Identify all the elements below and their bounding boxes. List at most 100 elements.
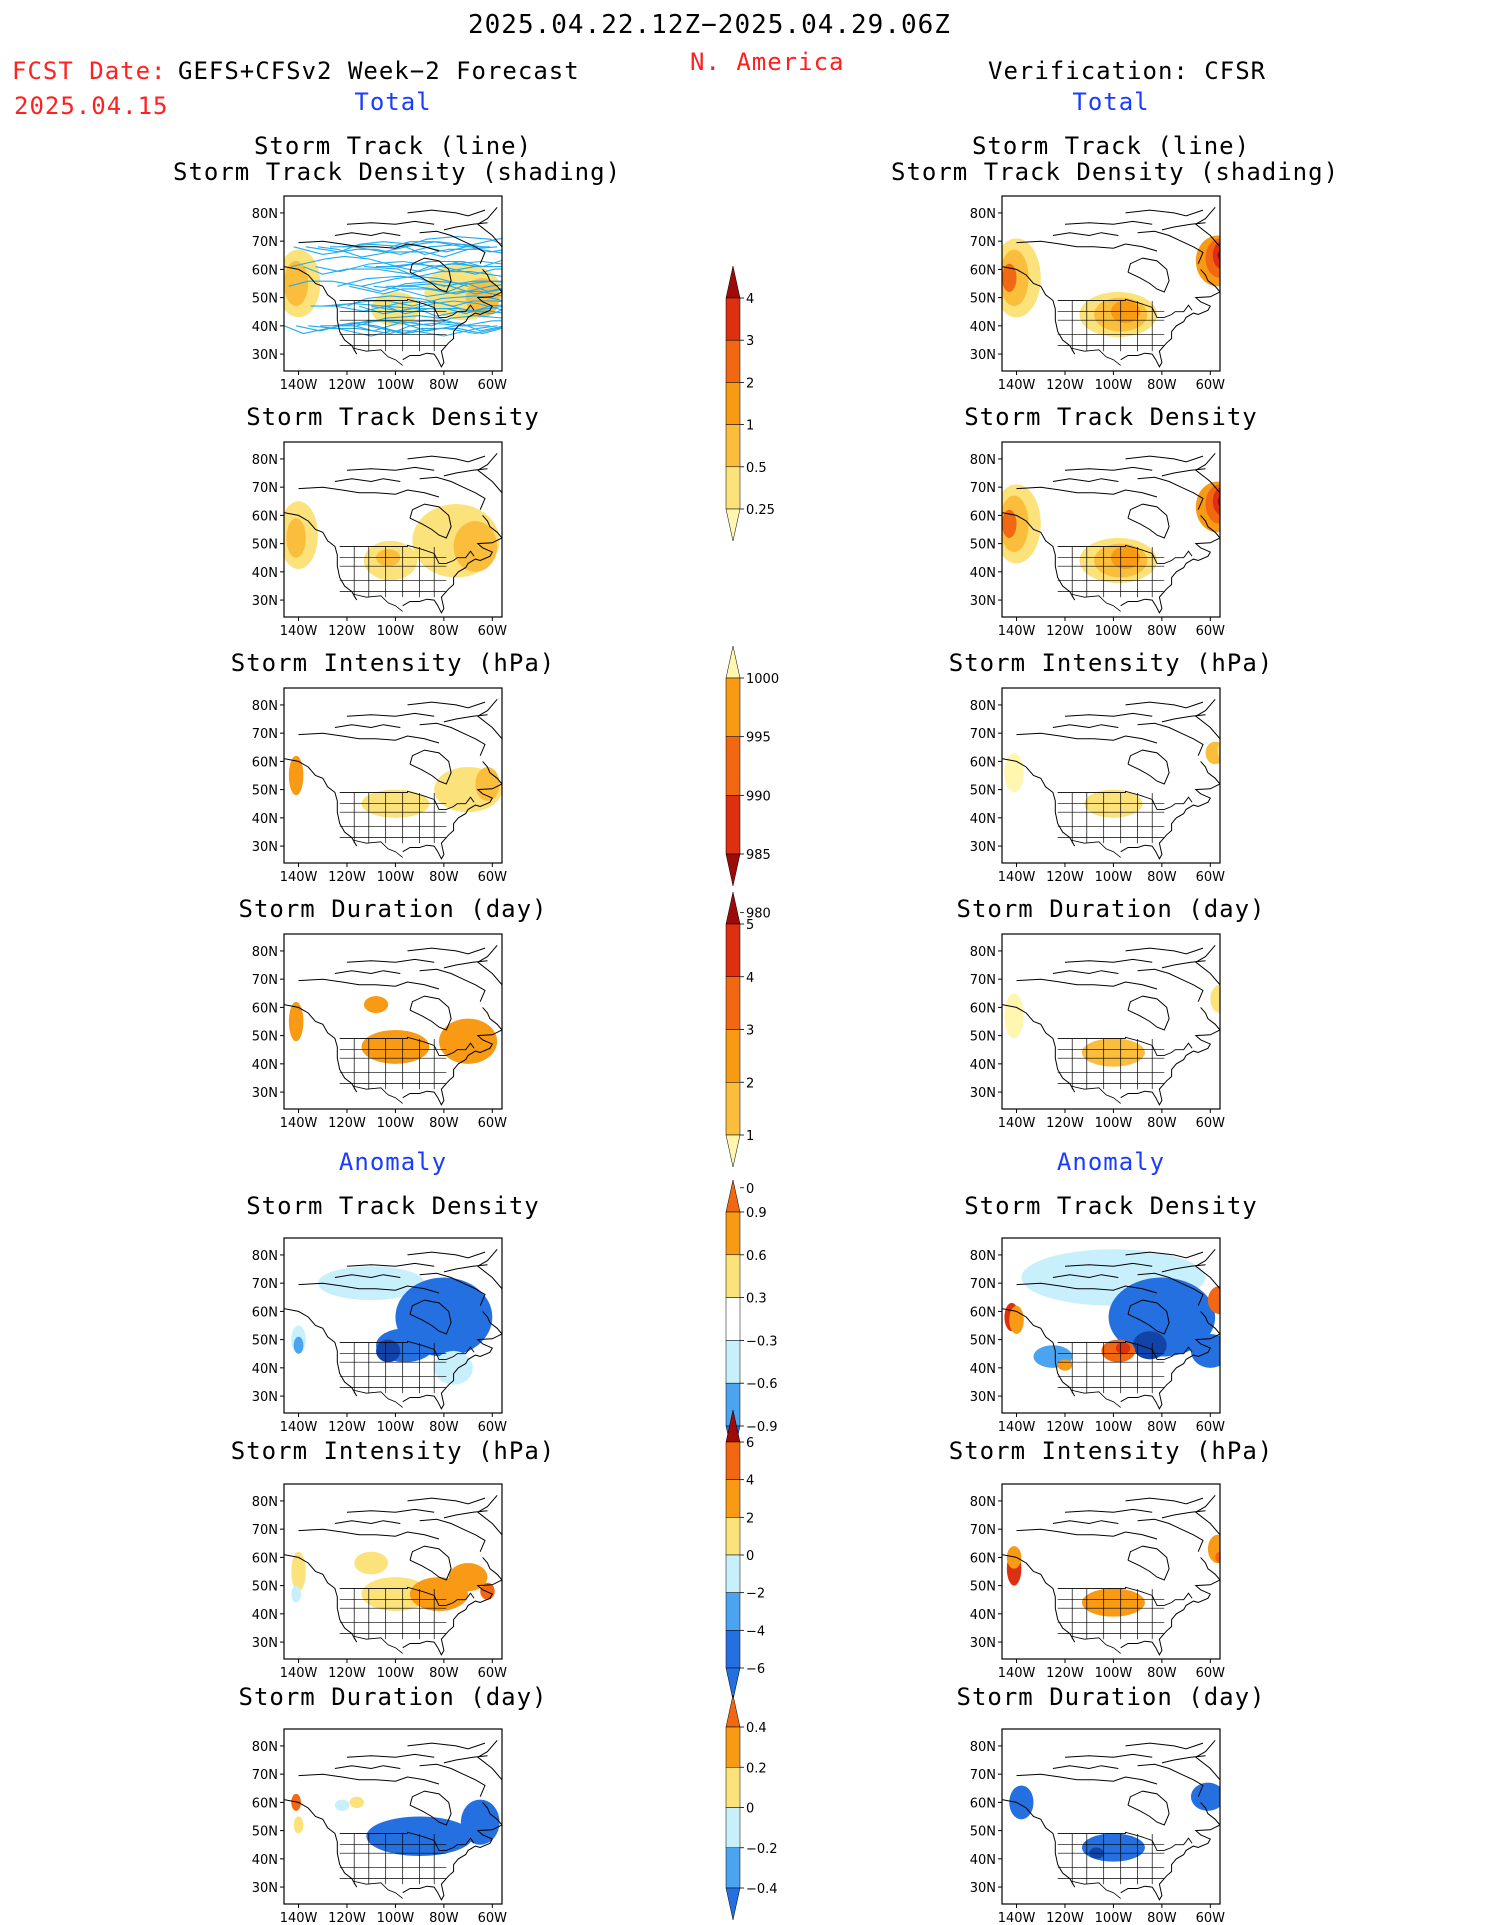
lon-tick-label: 100W bbox=[377, 1116, 415, 1131]
colorbar-swatch bbox=[725, 1441, 741, 1480]
colorbar-swatch bbox=[725, 382, 741, 425]
lon-tick-label: 140W bbox=[280, 1666, 318, 1681]
lon-tick-label: 120W bbox=[1046, 870, 1084, 885]
lon-tick-label: 100W bbox=[1095, 1420, 1133, 1435]
lon-tick-label: 80W bbox=[429, 1911, 459, 1925]
lat-tick-label: 30N bbox=[252, 840, 278, 855]
shading-cell bbox=[1215, 1551, 1220, 1564]
lon-tick-label: 60W bbox=[478, 1420, 508, 1435]
colorbar-svg: 5 4 3 2 1 0 bbox=[725, 891, 754, 1197]
lon-tick-label: 60W bbox=[478, 1666, 508, 1681]
section-total-right: Total bbox=[1072, 88, 1150, 116]
lat-tick-label: 70N bbox=[970, 727, 996, 742]
colorbar-label: −0.4 bbox=[746, 1882, 778, 1897]
lat-tick-label: 70N bbox=[252, 973, 278, 988]
panel-title-intensity-anom-right: Storm Intensity (hPa) bbox=[948, 1437, 1274, 1465]
lat-tick-label: 40N bbox=[252, 1853, 278, 1868]
colorbar-svg: 0.9 0.6 0.3 −0.3 −0.6 −0.9 bbox=[725, 1179, 778, 1459]
verification-label: Verification: CFSR bbox=[988, 57, 1267, 85]
colorbar-swatch bbox=[725, 1297, 741, 1341]
lat-tick-label: 40N bbox=[970, 1362, 996, 1377]
map-frame bbox=[283, 441, 503, 618]
storm-track-line bbox=[356, 315, 502, 327]
colorbar-label: −0.6 bbox=[746, 1377, 778, 1392]
lon-tick-label: 80W bbox=[1147, 870, 1177, 885]
lat-tick-label: 50N bbox=[970, 538, 996, 553]
lon-tick-label: 140W bbox=[280, 1911, 318, 1925]
colorbar-svg: 0.4 0.2 0 −0.2 −0.4 bbox=[725, 1694, 778, 1921]
lat-tick-label: 80N bbox=[252, 1249, 278, 1264]
colorbar-swatch bbox=[725, 976, 741, 1030]
map-panel: 80N 70N 60N 50N 40N 30N 140W 120W 100W 80W 60W bbox=[970, 1237, 1225, 1435]
colorbar-swatch bbox=[725, 1630, 741, 1669]
lon-tick-label: 100W bbox=[377, 870, 415, 885]
colorbar-density: 4 3 2 1 0.5 0.25 bbox=[725, 265, 786, 542]
colorbar-density-anom: 0.9 0.6 0.3 −0.3 −0.6 −0.9 bbox=[725, 1179, 786, 1459]
shading-cell bbox=[1217, 250, 1220, 261]
panel-title-intensity-anom-left: Storm Intensity (hPa) bbox=[230, 1437, 556, 1465]
shading-cell bbox=[448, 1563, 488, 1592]
lat-tick-label: 30N bbox=[252, 594, 278, 609]
colorbar-swatch bbox=[725, 1479, 741, 1518]
lon-tick-label: 60W bbox=[1196, 1911, 1226, 1925]
shading-cell bbox=[1190, 1333, 1220, 1368]
storm-track-line bbox=[402, 236, 502, 248]
shading-cell bbox=[284, 260, 309, 307]
colorbar-cap bbox=[725, 1409, 741, 1443]
lon-tick-label: 140W bbox=[280, 378, 318, 393]
date-range-title: 2025.04.22.12Z−2025.04.29.06Z bbox=[468, 10, 951, 40]
storm-track-line bbox=[390, 237, 502, 248]
lon-tick-label: 80W bbox=[1147, 378, 1177, 393]
map-frame bbox=[283, 1237, 503, 1414]
map-panel: 80N 70N 60N 50N 40N 30N 140W 120W 100W 80W 60W bbox=[970, 195, 1225, 393]
shading-cell bbox=[317, 1266, 425, 1301]
shading-cell bbox=[1205, 741, 1220, 765]
colorbar-swatch bbox=[725, 677, 741, 737]
map-frame bbox=[283, 687, 503, 864]
colorbar-label: 6 bbox=[746, 1436, 754, 1451]
shading-cell bbox=[1217, 496, 1220, 507]
lat-tick-label: 80N bbox=[970, 1740, 996, 1755]
lon-tick-label: 140W bbox=[998, 1666, 1036, 1681]
shading-cell bbox=[1009, 1305, 1024, 1334]
lon-tick-label: 100W bbox=[377, 624, 415, 639]
colorbar-cap bbox=[725, 1179, 741, 1213]
map-frame bbox=[283, 1728, 503, 1905]
colorbar-cap bbox=[725, 853, 741, 887]
map-frame bbox=[283, 195, 503, 372]
map-panel: 80N 70N 60N 50N 40N 30N 140W 120W 100W 80W 60W bbox=[970, 933, 1225, 1131]
shading-cell bbox=[1115, 1342, 1131, 1354]
colorbar-label: 0.5 bbox=[746, 461, 767, 476]
colorbar-label: 4 bbox=[746, 1474, 754, 1489]
colorbar-swatch bbox=[725, 424, 741, 468]
lat-tick-label: 80N bbox=[252, 1740, 278, 1755]
storm-track-line bbox=[397, 283, 502, 295]
lat-tick-label: 80N bbox=[252, 945, 278, 960]
fcst-date-label: FCST Date: bbox=[12, 57, 167, 85]
shading-cell bbox=[293, 1336, 304, 1354]
colorbar-swatch bbox=[725, 923, 741, 977]
lon-tick-label: 80W bbox=[1147, 1666, 1177, 1681]
section-anomaly-left: Anomaly bbox=[338, 1148, 448, 1176]
shading-cell bbox=[1207, 1285, 1220, 1315]
storm-track-line bbox=[361, 280, 502, 292]
colorbar-swatch bbox=[725, 466, 741, 510]
colorbar-swatch bbox=[725, 1847, 741, 1889]
lat-tick-label: 50N bbox=[970, 1334, 996, 1349]
lat-tick-label: 50N bbox=[970, 1580, 996, 1595]
shading-cell bbox=[354, 1551, 389, 1575]
colorbar-cap bbox=[725, 1134, 741, 1168]
lon-tick-label: 60W bbox=[1196, 624, 1226, 639]
storm-track-line bbox=[363, 266, 502, 278]
colorbar-svg: 4 3 2 1 0.5 0.25 bbox=[725, 265, 775, 542]
lon-tick-label: 100W bbox=[1095, 378, 1133, 393]
storm-track-line bbox=[385, 280, 502, 292]
lon-tick-label: 120W bbox=[328, 624, 366, 639]
shading-cell bbox=[361, 1577, 430, 1612]
colorbar-swatch bbox=[725, 1254, 741, 1298]
